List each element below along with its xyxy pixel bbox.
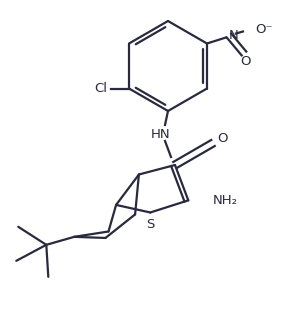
Text: NH₂: NH₂ [212, 194, 237, 207]
Text: O⁻: O⁻ [255, 23, 272, 36]
Text: N: N [229, 29, 239, 42]
Text: Cl: Cl [95, 82, 108, 95]
Text: HN: HN [151, 128, 171, 142]
Text: O: O [218, 133, 228, 145]
Text: O: O [241, 55, 251, 68]
Text: S: S [146, 218, 154, 231]
